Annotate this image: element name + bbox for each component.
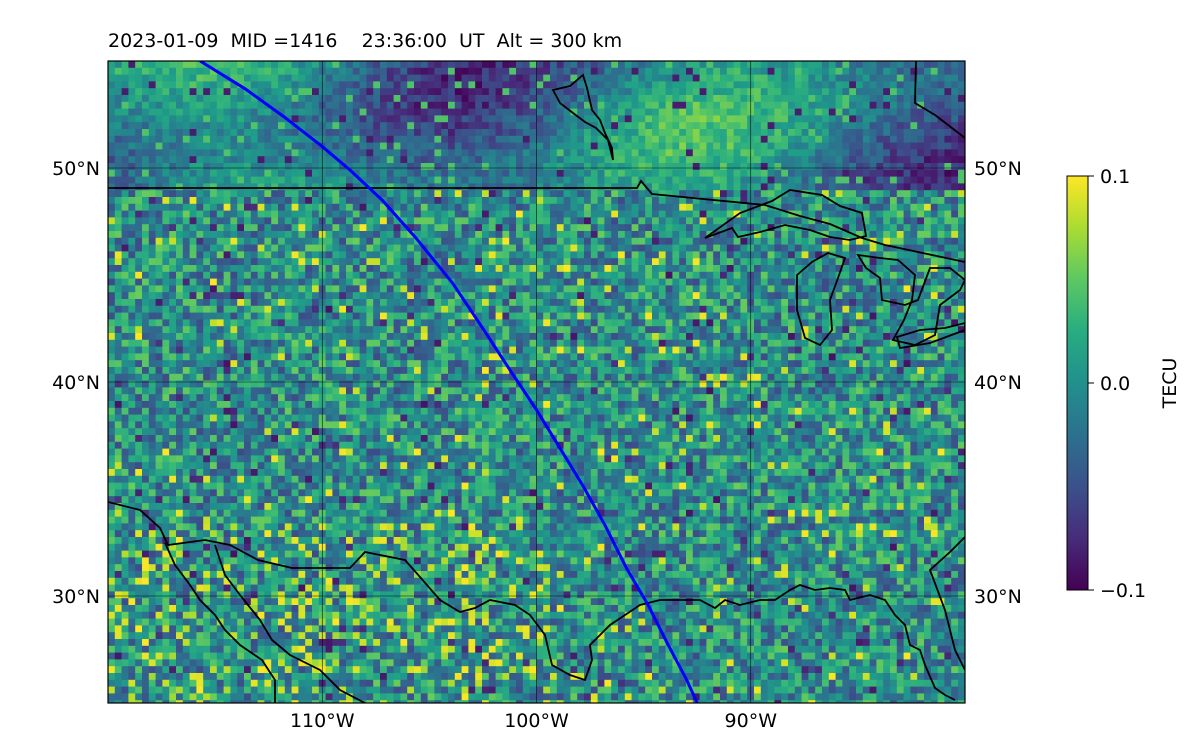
border-us-mexico bbox=[108, 501, 956, 701]
colorbar-ticks: 0.1 0.0 −0.1 bbox=[1088, 166, 1146, 602]
colorbar-tick-label: 0.1 bbox=[1100, 166, 1130, 188]
map-frame bbox=[107, 60, 966, 704]
lat-tick-label-left: 40°N bbox=[52, 372, 100, 394]
coast-sonora bbox=[214, 544, 366, 703]
lat-tick-label-right: 30°N bbox=[974, 586, 1022, 608]
coast-atlantic bbox=[928, 536, 965, 671]
colorbar: 0.1 0.0 −0.1 TECU bbox=[1066, 166, 1181, 602]
lat-tick-label-right: 50°N bbox=[974, 158, 1022, 180]
satellite-track-line bbox=[199, 61, 699, 703]
border-us-canada bbox=[108, 179, 965, 263]
lake-huron bbox=[856, 253, 965, 346]
tec-map-area bbox=[107, 60, 966, 704]
graticule-grid bbox=[108, 61, 965, 703]
colorbar-tick-label: −0.1 bbox=[1100, 580, 1146, 602]
lake-erie bbox=[895, 322, 965, 350]
colorbar-tick-label: 0.0 bbox=[1100, 373, 1130, 395]
lake-superior bbox=[704, 189, 868, 241]
lon-tick-label: 110°W bbox=[290, 710, 355, 732]
tec-heatmap-cells bbox=[108, 61, 965, 703]
page-title: 2023-01-09 MID =1416 23:36:00 UT Alt = 3… bbox=[108, 30, 623, 52]
coast-hudson-bay bbox=[551, 73, 614, 161]
lat-tick-label-right: 40°N bbox=[974, 372, 1022, 394]
coast-gulf-of-california bbox=[164, 542, 276, 703]
lat-tick-label-left: 50°N bbox=[52, 158, 100, 180]
lat-tick-label-left: 30°N bbox=[52, 586, 100, 608]
coast-hudson-bay-east bbox=[914, 61, 965, 139]
axis-labels: 30°N 30°N 40°N 40°N 50°N 50°N 110°W 100°W 90°W bbox=[52, 158, 1022, 732]
colorbar-label: TECU bbox=[1159, 358, 1181, 410]
colorbar-gradient bbox=[1066, 175, 1089, 591]
lon-tick-label: 90°W bbox=[725, 710, 778, 732]
lake-michigan bbox=[796, 252, 847, 347]
coastlines-borders bbox=[108, 61, 965, 703]
lon-tick-label: 100°W bbox=[504, 710, 569, 732]
